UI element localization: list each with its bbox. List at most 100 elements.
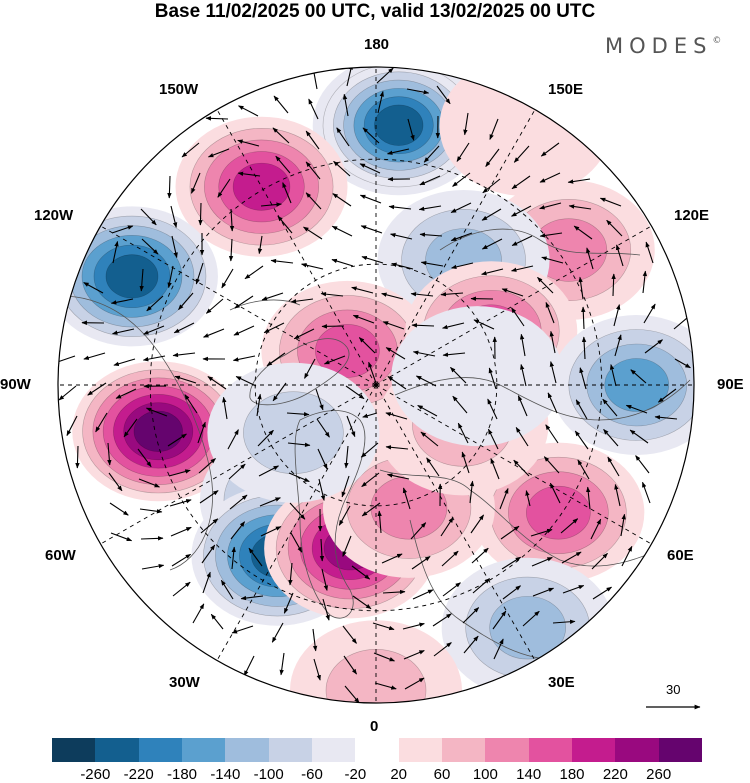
anomaly-center <box>312 67 485 196</box>
wind-arrow <box>198 458 216 474</box>
wind-arrow <box>351 286 374 294</box>
wind-arrow <box>171 235 178 259</box>
wind-arrow <box>382 589 406 595</box>
wind-arrow <box>266 352 286 367</box>
wind-arrow <box>115 388 137 399</box>
wind-arrow <box>289 502 306 520</box>
wind-arrow <box>471 547 489 564</box>
wind-arrow <box>205 298 224 314</box>
wind-arrow <box>336 127 350 147</box>
wind-arrow <box>221 268 234 289</box>
colorbar-ticks: -260 -220 -180 -140 -100 -60 -20 20 60 100 140 180 2… <box>52 766 702 783</box>
wind-arrow <box>545 424 559 444</box>
wind-arrow <box>621 545 633 567</box>
wind-arrow <box>271 622 284 643</box>
wind-arrow <box>167 433 187 447</box>
label-0: 0 <box>370 718 379 735</box>
wind-arrow <box>351 565 371 580</box>
wind-arrow <box>341 475 350 498</box>
wind-arrow <box>109 502 129 516</box>
wind-arrow <box>488 367 497 390</box>
wind-arrow <box>313 658 321 681</box>
wind-arrow <box>578 276 584 300</box>
wind-arrow <box>342 535 352 557</box>
colorbar-swatch <box>355 738 399 762</box>
wind-arrow <box>279 652 285 676</box>
wind-arrow <box>256 393 262 417</box>
wind-arrow <box>644 339 663 354</box>
wind-arrow <box>287 442 311 447</box>
colorbar-swatch <box>398 738 442 762</box>
wind-arrow <box>515 426 529 447</box>
wind-arrow <box>561 551 582 564</box>
wind-arrow <box>654 415 678 420</box>
wind-arrow <box>440 292 464 297</box>
wind-arrow <box>319 538 325 562</box>
wind-arrow <box>470 514 485 534</box>
wind-arrow <box>373 652 396 662</box>
wind-arrow <box>231 546 236 570</box>
wind-arrow <box>171 553 192 567</box>
wind-arrow <box>511 235 533 247</box>
wind-arrow <box>549 482 561 504</box>
wind-arrow <box>167 175 172 199</box>
wind-arrow <box>473 319 495 330</box>
wind-arrow <box>301 263 324 270</box>
label-180: 180 <box>364 36 390 53</box>
wind-arrow <box>331 258 354 267</box>
wind-arrow <box>87 382 107 396</box>
wind-arrow <box>547 392 558 414</box>
wind-arrow <box>229 208 235 232</box>
anomaly-field <box>58 67 694 703</box>
colorbar-swatch <box>441 738 486 762</box>
colorbar-tick-label: 220 <box>602 766 628 783</box>
wind-arrow <box>657 388 677 403</box>
wind-arrow <box>184 394 198 414</box>
wind-arrow <box>346 415 356 438</box>
wind-arrow <box>258 465 280 477</box>
anomaly-contour <box>526 485 591 540</box>
wind-arrow <box>592 586 612 600</box>
wind-arrow <box>107 442 112 466</box>
wind-arrow <box>331 225 353 237</box>
colorbar-tick-label: 140 <box>516 766 542 783</box>
anomaly-contour <box>604 358 670 412</box>
wind-arrow <box>532 587 555 597</box>
label-30e: 30E <box>548 674 575 691</box>
wind-arrow <box>137 448 152 468</box>
wind-arrow <box>111 328 135 335</box>
wind-arrow <box>192 603 205 624</box>
wind-arrow <box>411 323 435 328</box>
wind-arrow <box>511 205 532 217</box>
wind-arrow <box>332 193 352 207</box>
wind-arrow <box>361 255 384 264</box>
wind-arrow <box>590 518 602 540</box>
wind-arrow <box>420 431 439 447</box>
wind-arrow <box>288 472 310 483</box>
wind-arrow <box>169 499 192 507</box>
wind-arrow <box>173 322 195 334</box>
wind-arrow <box>602 398 618 417</box>
colorbar-tick-label: 20 <box>390 766 407 783</box>
colorbar-swatch <box>485 738 529 762</box>
wind-arrow <box>500 525 520 540</box>
wind-arrow <box>113 358 136 366</box>
wind-arrow <box>386 473 410 480</box>
wind-arrow <box>487 428 499 450</box>
wind-arrow <box>432 613 452 627</box>
wind-arrow <box>426 457 440 477</box>
wind-arrow <box>220 579 234 600</box>
colorbar-tick-label: -260 <box>80 766 111 783</box>
colorbar-swatch <box>528 738 572 762</box>
colorbar-tick-label: 180 <box>559 766 585 783</box>
wind-arrow <box>574 430 589 450</box>
wind-arrow <box>489 118 499 140</box>
wind-arrow <box>502 585 521 600</box>
label-30w: 30W <box>169 674 200 691</box>
wind-arrow <box>358 337 376 354</box>
wind-arrow <box>525 490 531 507</box>
coastline <box>409 519 561 661</box>
wind-arrow <box>423 145 440 163</box>
wind-arrow <box>452 172 471 187</box>
wind-arrow <box>513 145 530 163</box>
